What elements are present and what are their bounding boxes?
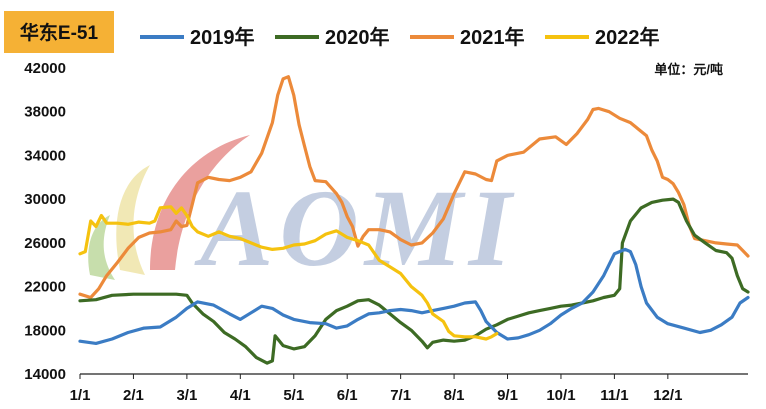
watermark-swoosh-red: [150, 135, 250, 270]
x-tick-label: 10/1: [546, 387, 575, 404]
legend-label: 2021年: [460, 25, 525, 49]
chart-title: 华东E-51: [20, 21, 99, 44]
y-tick-label: 22000: [24, 279, 66, 296]
legend-label: 2019年: [190, 25, 255, 49]
y-tick-label: 42000: [24, 60, 66, 77]
x-tick-label: 6/1: [337, 387, 358, 404]
series-line-2022年: [78, 205, 499, 341]
unit-label: 单位：元/吨: [654, 62, 723, 77]
y-tick-label: 26000: [24, 235, 66, 252]
x-tick-label: 12/1: [653, 387, 682, 404]
x-tick-label: 2/1: [123, 387, 144, 404]
x-tick-label: 5/1: [283, 387, 304, 404]
legend-label: 2022年: [595, 25, 660, 49]
series-line-2020年: [78, 197, 750, 365]
y-tick-label: 34000: [24, 147, 66, 164]
y-tick-label: 18000: [24, 322, 66, 339]
x-tick-label: 8/1: [444, 387, 465, 404]
y-tick-label: 14000: [24, 366, 66, 383]
y-tick-label: 38000: [24, 104, 66, 121]
axes: 14000 18000 22000 26000 30000 34000 38000 42000…: [24, 60, 748, 404]
x-tick-label: 7/1: [390, 387, 411, 404]
x-tick-label: 11/1: [600, 387, 628, 404]
legend-label: 2020年: [325, 25, 390, 49]
title-box: [4, 11, 114, 53]
x-tick-label: 4/1: [230, 387, 251, 404]
watermark-logo: AOMI: [88, 135, 517, 289]
watermark-text: AOMI: [194, 167, 517, 289]
y-tick-label: 30000: [24, 191, 66, 208]
watermark-swoosh-green: [88, 215, 115, 280]
x-tick-label: 1/1: [70, 387, 91, 404]
watermark-swoosh-yellow: [116, 165, 150, 275]
series-line-2021年: [78, 75, 750, 300]
legend: 2019年 2020年 2021年 2022年: [140, 25, 660, 49]
series-line-2019年: [78, 247, 750, 345]
x-tick-label: 3/1: [176, 387, 197, 404]
series-layer: [78, 75, 750, 365]
x-tick-label: 9/1: [497, 387, 518, 404]
